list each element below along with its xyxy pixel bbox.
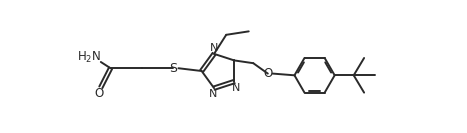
- Text: O: O: [263, 67, 272, 80]
- Text: N: N: [232, 83, 240, 93]
- Text: N: N: [208, 89, 217, 99]
- Text: H$_2$N: H$_2$N: [77, 50, 101, 65]
- Text: O: O: [94, 87, 104, 100]
- Text: S: S: [169, 62, 177, 75]
- Text: N: N: [210, 43, 218, 53]
